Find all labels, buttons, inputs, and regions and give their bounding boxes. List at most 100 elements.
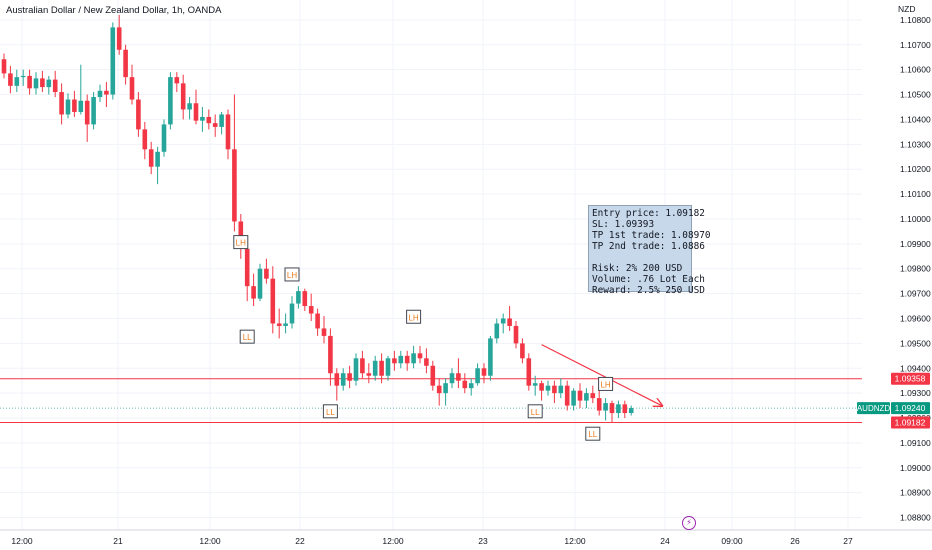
swing-label-box[interactable] <box>284 267 300 282</box>
candle[interactable] <box>97 90 103 98</box>
candle[interactable] <box>20 75 26 78</box>
candle[interactable] <box>372 360 378 376</box>
candle[interactable] <box>609 403 615 414</box>
candle[interactable] <box>1 59 7 74</box>
candle[interactable] <box>104 90 109 95</box>
swing-label-box[interactable] <box>406 309 422 324</box>
candle[interactable] <box>219 114 224 127</box>
trade-plan-note[interactable]: Entry price: 1.09182 SL: 1.09393 TP 1st … <box>588 205 711 296</box>
candle[interactable] <box>180 83 186 110</box>
candle[interactable] <box>161 124 167 152</box>
candle[interactable] <box>33 78 39 89</box>
candle[interactable] <box>379 360 384 376</box>
candle[interactable] <box>212 123 218 127</box>
candle[interactable] <box>276 323 282 326</box>
swing-label-box[interactable] <box>322 404 338 419</box>
candle[interactable] <box>110 27 116 95</box>
candle[interactable] <box>398 355 404 364</box>
lightning-icon[interactable]: ⚡ <box>682 516 696 530</box>
candle[interactable] <box>251 286 256 299</box>
candle[interactable] <box>193 103 199 121</box>
candle[interactable] <box>296 291 301 304</box>
candle[interactable] <box>270 278 276 324</box>
candle[interactable] <box>558 385 564 394</box>
candle[interactable] <box>8 73 13 86</box>
candle[interactable] <box>616 404 621 414</box>
swing-label-box[interactable] <box>233 235 249 250</box>
candle[interactable] <box>443 383 448 394</box>
candle[interactable] <box>168 77 173 125</box>
candle[interactable] <box>40 78 45 88</box>
candle[interactable] <box>328 335 333 374</box>
candle[interactable] <box>507 318 512 326</box>
candle[interactable] <box>366 373 372 376</box>
candle[interactable] <box>494 323 500 339</box>
candle[interactable] <box>417 353 423 359</box>
swing-label-box[interactable] <box>585 426 601 441</box>
candle[interactable] <box>232 149 237 222</box>
candle[interactable] <box>532 383 538 386</box>
candle[interactable] <box>308 306 314 314</box>
candle[interactable] <box>475 368 480 384</box>
candle[interactable] <box>411 353 416 364</box>
candle[interactable] <box>302 291 308 307</box>
candle[interactable] <box>539 383 544 391</box>
trend-line-arrow[interactable] <box>541 344 662 406</box>
candle[interactable] <box>500 318 506 324</box>
candle[interactable] <box>513 325 519 344</box>
candle[interactable] <box>347 373 352 381</box>
swing-label-box[interactable] <box>527 404 543 419</box>
candle[interactable] <box>46 79 52 88</box>
candle[interactable] <box>353 358 359 381</box>
candle[interactable] <box>622 404 628 414</box>
candle[interactable] <box>596 398 602 411</box>
candle[interactable] <box>84 100 90 125</box>
candle[interactable] <box>142 129 148 150</box>
candle[interactable] <box>577 390 583 401</box>
candle[interactable] <box>315 313 320 329</box>
candle[interactable] <box>116 27 122 50</box>
candle[interactable] <box>129 77 135 100</box>
candle[interactable] <box>65 99 71 115</box>
swing-label-box[interactable] <box>598 376 614 391</box>
candle[interactable] <box>564 385 570 406</box>
candle[interactable] <box>571 390 576 406</box>
candle[interactable] <box>456 373 461 381</box>
candle[interactable] <box>72 99 77 112</box>
candle[interactable] <box>385 358 391 376</box>
candle[interactable] <box>468 383 474 389</box>
candle[interactable] <box>590 393 596 399</box>
candle[interactable] <box>283 323 288 326</box>
candle[interactable] <box>14 77 20 86</box>
candle[interactable] <box>424 358 429 366</box>
candle[interactable] <box>257 268 263 299</box>
candle[interactable] <box>340 373 346 386</box>
candle[interactable] <box>148 149 154 167</box>
candle[interactable] <box>436 385 442 394</box>
candle[interactable] <box>225 114 231 150</box>
candle[interactable] <box>289 303 295 324</box>
candle[interactable] <box>187 103 192 110</box>
candle[interactable] <box>91 97 96 125</box>
candle[interactable] <box>520 343 525 359</box>
candle[interactable] <box>78 100 84 112</box>
candle[interactable] <box>488 338 493 376</box>
candle[interactable] <box>59 92 64 115</box>
candle[interactable] <box>174 77 180 84</box>
candle[interactable] <box>449 373 455 384</box>
candle[interactable] <box>552 385 557 394</box>
candle[interactable] <box>481 368 487 376</box>
swing-label-box[interactable] <box>239 329 255 344</box>
candle[interactable] <box>334 373 340 386</box>
candle[interactable] <box>52 79 58 93</box>
candle[interactable] <box>392 358 397 364</box>
candle[interactable] <box>404 355 410 364</box>
candle[interactable] <box>206 116 212 124</box>
candle[interactable] <box>360 358 365 374</box>
candle[interactable] <box>545 385 551 391</box>
candle[interactable] <box>462 380 468 389</box>
candle[interactable] <box>123 49 128 78</box>
candle[interactable] <box>628 408 634 414</box>
